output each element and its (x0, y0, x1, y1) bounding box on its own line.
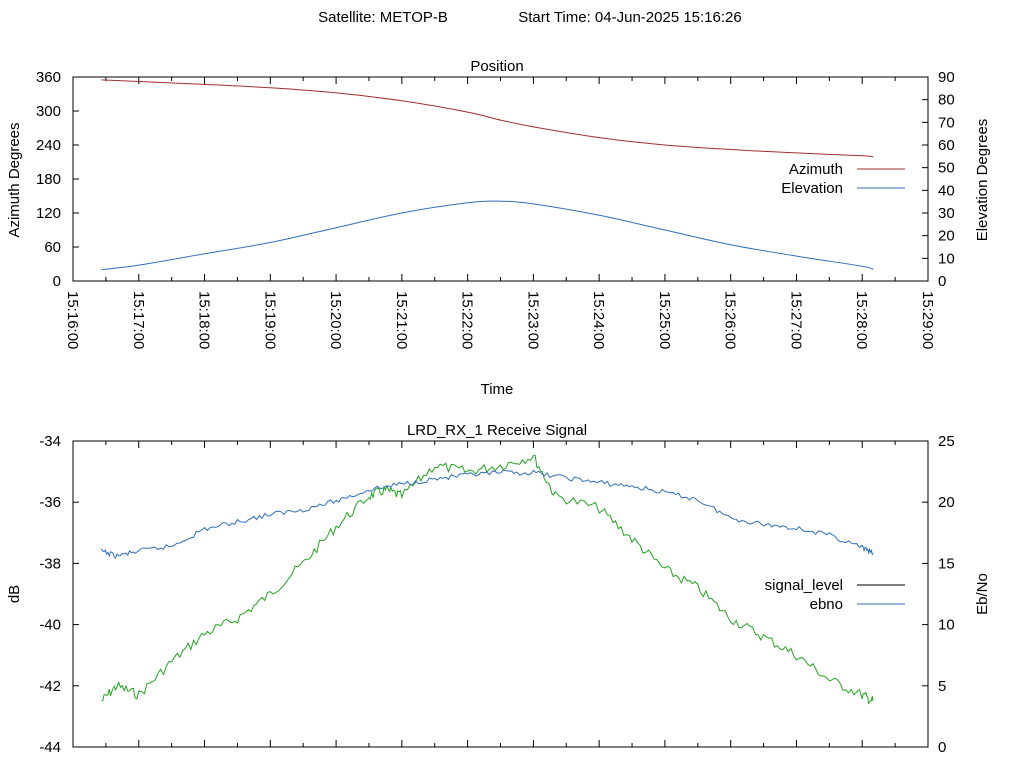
legend-signal-level-label: signal_level (765, 577, 843, 594)
x-tick-label: 15:25:00 (656, 291, 673, 349)
y2-tick-label: 50 (938, 160, 955, 177)
x-tick-label: 15:19:00 (261, 291, 278, 349)
x-tick-label: 15:22:00 (459, 291, 476, 349)
y-tick-label: -38 (39, 555, 61, 572)
position-axis-ticks: 0 60 120 180 240 300 360 0 10 20 30 40 50 60 70 80 90 15:… (36, 69, 955, 349)
series-line-ebno (101, 469, 874, 559)
position-x-axis-label: Time (481, 381, 514, 398)
y2-tick-label: 15 (938, 555, 955, 572)
legend-elevation-label: Elevation (781, 180, 843, 197)
legend-ebno-label: ebno (810, 596, 843, 613)
y-tick-label: 360 (36, 69, 61, 86)
signal-series (101, 454, 874, 705)
signal-y-axis-label: dB (6, 585, 23, 603)
x-tick-label: 15:24:00 (590, 291, 607, 349)
signal-axis-ticks: -44 -42 -40 -38 -36 -34 0 5 10 15 20 25 (39, 433, 954, 756)
satellite-label: Satellite: METOP-B (318, 9, 448, 26)
x-tick-label: 15:21:00 (393, 291, 410, 349)
y-tick-label: 240 (36, 137, 61, 154)
series-line-Elevation (101, 200, 874, 271)
x-tick-label: 15:20:00 (327, 291, 344, 349)
position-chart: Position Azimuth Degrees Elevation Degre… (6, 58, 991, 398)
y-tick-label: -42 (39, 678, 61, 695)
y-tick-label: 60 (44, 239, 61, 256)
y-tick-label: 120 (36, 205, 61, 222)
y2-tick-label: 20 (938, 228, 955, 245)
position-legend: Azimuth Elevation (781, 161, 905, 197)
x-tick-label: 15:29:00 (919, 291, 936, 349)
y-tick-label: -40 (39, 617, 61, 634)
position-plot-frame (72, 76, 929, 282)
y-tick-label: 180 (36, 171, 61, 188)
position-chart-title: Position (470, 58, 523, 75)
x-tick-label: 15:28:00 (853, 291, 870, 349)
x-tick-label: 15:26:00 (722, 291, 739, 349)
x-tick-label: 15:23:00 (524, 291, 541, 349)
y-tick-label: 0 (53, 273, 61, 290)
y2-tick-label: 70 (938, 114, 955, 131)
position-y2-axis-label: Elevation Degrees (974, 119, 991, 242)
x-tick-label: 15:27:00 (787, 291, 804, 349)
y2-tick-label: 10 (938, 250, 955, 267)
position-series (101, 79, 874, 271)
signal-legend: signal_level ebno (765, 577, 905, 613)
y2-tick-label: 60 (938, 137, 955, 154)
y2-tick-label: 80 (938, 92, 955, 109)
series-line-Azimuth (101, 79, 874, 158)
y2-tick-label: 40 (938, 182, 955, 199)
position-y-axis-label: Azimuth Degrees (6, 122, 23, 237)
y-tick-label: 300 (36, 103, 61, 120)
x-tick-label: 15:16:00 (64, 291, 81, 349)
y2-tick-label: 90 (938, 69, 955, 86)
y2-tick-label: 20 (938, 494, 955, 511)
y2-tick-label: 5 (938, 678, 946, 695)
y-tick-label: -34 (39, 433, 61, 450)
series-line-signal-level (101, 454, 874, 705)
y2-tick-label: 0 (938, 739, 946, 756)
legend-azimuth-label: Azimuth (789, 161, 843, 178)
signal-chart-title: LRD_RX_1 Receive Signal (407, 422, 587, 439)
y-tick-label: -44 (39, 739, 61, 756)
x-tick-label: 15:17:00 (130, 291, 147, 349)
y-tick-label: -36 (39, 494, 61, 511)
y2-tick-label: 30 (938, 205, 955, 222)
y2-tick-label: 25 (938, 433, 955, 450)
x-tick-label: 15:18:00 (196, 291, 213, 349)
y2-tick-label: 0 (938, 273, 946, 290)
y2-tick-label: 10 (938, 617, 955, 634)
start-time-label: Start Time: 04-Jun-2025 15:16:26 (518, 9, 741, 26)
signal-y2-axis-label: Eb/No (974, 573, 991, 615)
signal-chart: LRD_RX_1 Receive Signal dB Eb/No -44-42-… (6, 422, 991, 756)
signal-plot-frame (72, 440, 929, 748)
